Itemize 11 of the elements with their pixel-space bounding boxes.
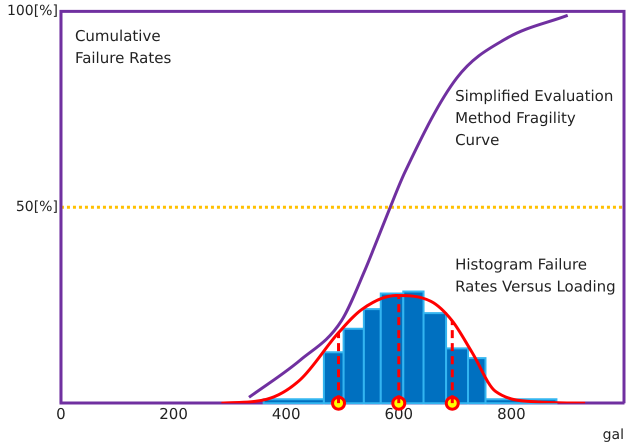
line-series xyxy=(220,294,587,404)
y-tick-label: 50[%] xyxy=(16,198,58,215)
x-axis-title: gal xyxy=(602,427,624,444)
x-tick-label: 800 xyxy=(497,405,526,424)
x-tick-label: 200 xyxy=(159,405,188,424)
x-tick-label: 400 xyxy=(272,405,300,424)
y-tick-label: 100[%] xyxy=(6,3,58,20)
x-tick-label: 0 xyxy=(56,405,66,424)
annotation: Histogram Failure Rates Versus Loading xyxy=(455,256,616,296)
y-axis-title: Cumulative Failure Rates xyxy=(74,26,172,67)
annotation: Simplified Evaluation Method Fragility Curve xyxy=(455,87,614,150)
